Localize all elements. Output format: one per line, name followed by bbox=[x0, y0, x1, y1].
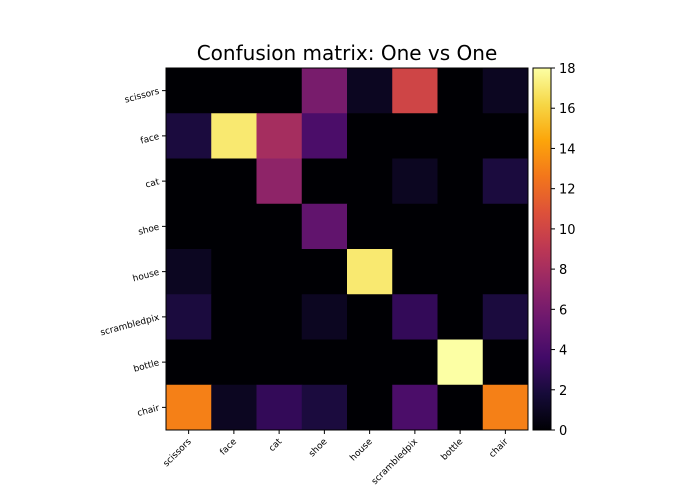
heatmap-cell bbox=[301, 113, 348, 159]
colorbar-tick-label: 10 bbox=[559, 223, 576, 238]
heatmap-cell bbox=[211, 203, 257, 250]
heatmap-cell bbox=[482, 203, 529, 250]
heatmap-cell bbox=[301, 294, 348, 340]
heatmap-cell bbox=[347, 339, 393, 386]
y-tick-label: chair bbox=[136, 403, 160, 419]
heatmap-cell bbox=[301, 339, 348, 386]
heatmap-cell bbox=[482, 158, 529, 205]
heatmap-cell bbox=[482, 113, 529, 159]
heatmap-cell bbox=[437, 249, 484, 295]
heatmap-cell bbox=[256, 158, 303, 205]
heatmap-cell bbox=[166, 113, 212, 159]
heatmap-cell bbox=[392, 203, 438, 250]
heatmap-cell bbox=[211, 294, 257, 340]
colorbar-tick-label: 6 bbox=[559, 303, 567, 318]
colorbar-tick-label: 16 bbox=[559, 102, 576, 117]
heatmap-cell bbox=[256, 294, 303, 340]
y-tick-label: cat bbox=[144, 177, 161, 190]
heatmap-cell bbox=[166, 203, 212, 250]
heatmap-cell bbox=[256, 203, 303, 250]
heatmap-cell bbox=[482, 294, 529, 340]
heatmap-cell bbox=[301, 68, 348, 114]
heatmap-cell bbox=[166, 249, 212, 295]
heatmap-cell bbox=[347, 294, 393, 340]
heatmap-cell bbox=[437, 339, 484, 386]
heatmap-cell bbox=[256, 339, 303, 386]
heatmap-cell bbox=[211, 113, 257, 159]
x-tick-label: bottle bbox=[440, 437, 466, 463]
colorbar-tick-label: 18 bbox=[559, 62, 576, 77]
heatmap-cell bbox=[166, 339, 212, 386]
colorbar bbox=[532, 67, 552, 431]
heatmap-cell bbox=[482, 68, 529, 114]
heatmap-cell bbox=[437, 294, 484, 340]
heatmap-cell bbox=[482, 339, 529, 386]
heatmap-cell bbox=[301, 249, 348, 295]
x-tick-label: scissors bbox=[162, 437, 194, 469]
heatmap-cell bbox=[211, 384, 257, 431]
colorbar-tick-label: 14 bbox=[559, 142, 576, 157]
colorbar-tick-label: 2 bbox=[559, 384, 567, 399]
y-tick-label: scissors bbox=[124, 87, 161, 106]
heatmap-cell bbox=[347, 113, 393, 159]
heatmap-cell bbox=[392, 158, 438, 205]
heatmap-cell bbox=[166, 294, 212, 340]
heatmap-cell bbox=[301, 158, 348, 205]
heatmap-cell bbox=[482, 384, 529, 431]
heatmap-cell bbox=[166, 158, 212, 205]
heatmap-cell bbox=[211, 249, 257, 295]
x-tick-label: cat bbox=[267, 437, 284, 454]
x-tick-label: face bbox=[218, 437, 239, 458]
heatmap-cell bbox=[347, 203, 393, 250]
heatmap-cell bbox=[256, 113, 303, 159]
heatmap-cell bbox=[211, 68, 257, 114]
x-tick-label: scrambledpix bbox=[370, 437, 420, 487]
x-tick-label: shoe bbox=[307, 437, 330, 460]
heatmap-cell bbox=[211, 339, 257, 386]
heatmap-cell bbox=[392, 339, 438, 386]
heatmap-cell bbox=[256, 68, 303, 114]
heatmap-cell bbox=[482, 249, 529, 295]
heatmap-cell bbox=[301, 203, 348, 250]
heatmap-cell bbox=[166, 384, 212, 431]
heatmap-cell bbox=[392, 384, 438, 431]
heatmap-cell bbox=[347, 68, 393, 114]
colorbar-tick-label: 0 bbox=[559, 424, 567, 439]
x-tick-label: chair bbox=[488, 437, 511, 460]
colorbar-tick-label: 4 bbox=[559, 344, 567, 359]
y-tick-label: scrambledpix bbox=[99, 313, 161, 339]
heatmap-cell bbox=[166, 68, 212, 114]
heatmap-cell bbox=[301, 384, 348, 431]
heatmap-cell bbox=[392, 249, 438, 295]
heatmap-cell bbox=[392, 68, 438, 114]
x-tick-label: house bbox=[348, 437, 375, 464]
colorbar-tick-label: 8 bbox=[559, 263, 567, 278]
heatmap-cell bbox=[437, 68, 484, 114]
heatmap-cell bbox=[437, 158, 484, 205]
heatmap-cell bbox=[437, 384, 484, 431]
chart-title: Confusion matrix: One vs One bbox=[197, 41, 498, 65]
heatmap-cell bbox=[347, 249, 393, 295]
heatmap-cell bbox=[437, 203, 484, 250]
heatmap-cell bbox=[437, 113, 484, 159]
heatmap-cell bbox=[256, 384, 303, 431]
y-tick-label: house bbox=[132, 268, 161, 285]
heatmap-cell bbox=[256, 249, 303, 295]
matrix-frame bbox=[165, 67, 529, 431]
heatmap-cell bbox=[347, 158, 393, 205]
y-tick-label: face bbox=[139, 132, 161, 147]
y-tick-label: bottle bbox=[133, 358, 161, 375]
y-tick-label: shoe bbox=[137, 222, 161, 237]
heatmap-cell bbox=[392, 113, 438, 159]
heatmap-cell bbox=[392, 294, 438, 340]
colorbar-tick-label: 12 bbox=[559, 183, 576, 198]
heatmap-cell bbox=[211, 158, 257, 205]
heatmap-cell bbox=[347, 384, 393, 431]
